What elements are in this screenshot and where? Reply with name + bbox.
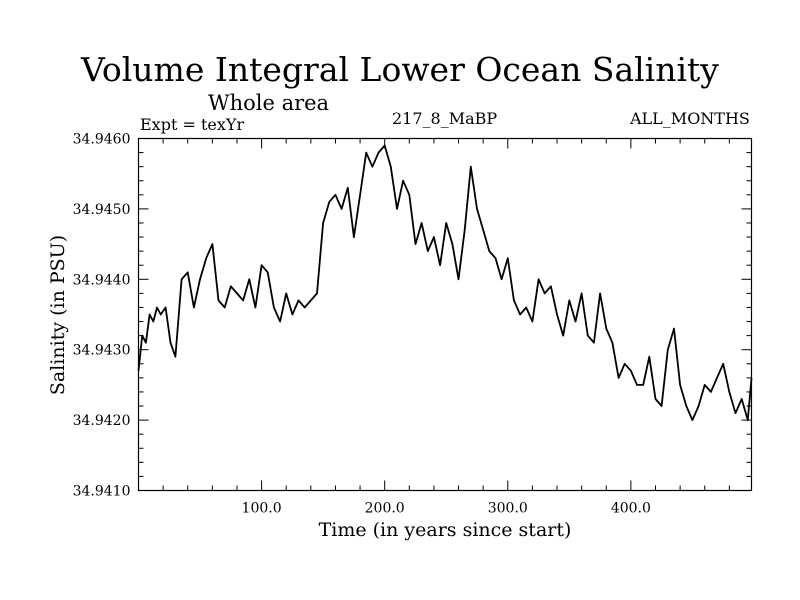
series-layer [137, 144, 753, 422]
axis-ticks [138, 138, 752, 491]
months-label: ALL_MONTHS [630, 109, 750, 128]
y-tick-label: 34.9430 [73, 343, 131, 359]
y-tick-label: 34.9420 [73, 413, 131, 429]
x-tick-label: 200.0 [365, 501, 405, 517]
x-tick-label: 300.0 [488, 501, 528, 517]
y-tick-label: 34.9460 [73, 132, 131, 148]
x-tick-label: 400.0 [611, 501, 651, 517]
plot-frame [137, 137, 753, 492]
y-axis-label: Salinity (in PSU) [47, 235, 69, 395]
run-label: 217_8_MaBP [392, 109, 498, 128]
y-tick-label: 34.9450 [73, 202, 131, 218]
x-axis-label: Time (in years since start) [319, 519, 572, 541]
y-tick-label: 34.9440 [73, 272, 131, 288]
series-line-0 [137, 144, 753, 422]
x-tick-label: 100.0 [242, 501, 282, 517]
axis-tick-labels: 100.0 200.0 300.0 400.0 34.9410 34.9420 34.943… [73, 132, 651, 517]
chart-subtitle: Whole area [208, 91, 330, 115]
y-tick-label: 34.9410 [73, 484, 131, 500]
experiment-label: Expt = texYr [140, 115, 245, 134]
chart-title: Volume Integral Lower Ocean Salinity [81, 50, 719, 89]
